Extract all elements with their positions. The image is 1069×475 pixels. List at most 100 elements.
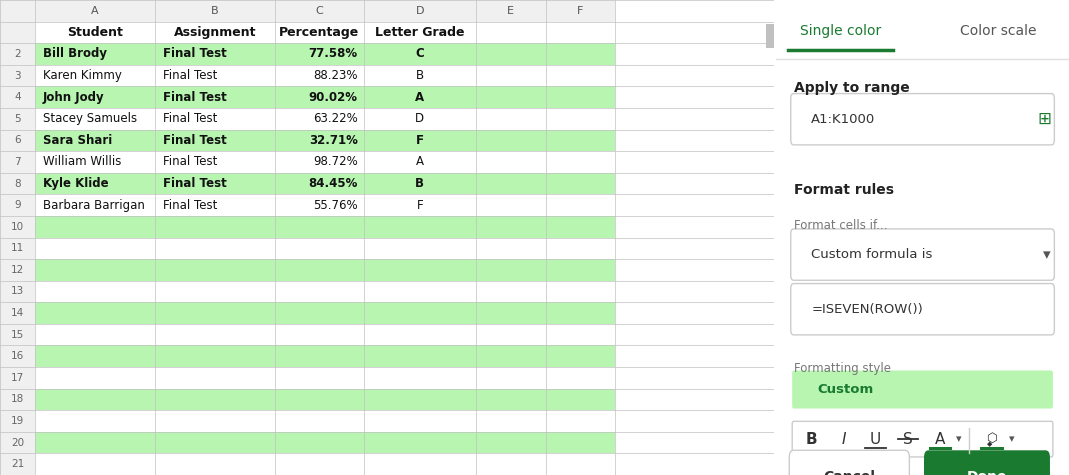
Bar [155, 281, 275, 302]
Bar [0, 281, 35, 302]
Bar [476, 324, 545, 345]
Bar [545, 86, 616, 108]
Text: 90.02%: 90.02% [309, 91, 357, 104]
Bar [275, 302, 363, 324]
Text: Final Test: Final Test [162, 177, 227, 190]
Text: 7: 7 [14, 157, 20, 167]
Text: 20: 20 [11, 437, 24, 447]
Text: 21: 21 [11, 459, 24, 469]
Text: F: F [416, 134, 424, 147]
Bar [275, 324, 363, 345]
Bar [155, 173, 275, 194]
Text: B: B [416, 177, 424, 190]
Text: B: B [416, 69, 424, 82]
Text: A: A [416, 155, 424, 169]
Bar [35, 21, 155, 43]
Bar [35, 130, 155, 151]
Bar [0, 0, 35, 21]
Text: D: D [416, 112, 424, 125]
Bar [35, 389, 155, 410]
Bar [0, 194, 35, 216]
Bar [0, 324, 35, 345]
Bar [35, 345, 155, 367]
Bar [35, 108, 155, 130]
Bar [476, 108, 545, 130]
Text: Format cells if...: Format cells if... [793, 219, 887, 232]
Bar [476, 194, 545, 216]
Bar [363, 21, 476, 43]
Bar [35, 281, 155, 302]
Text: 3: 3 [14, 71, 20, 81]
Bar [476, 367, 545, 389]
Bar [476, 65, 545, 86]
Text: 13: 13 [11, 286, 24, 296]
Bar [275, 454, 363, 475]
Bar [363, 151, 476, 173]
Bar [155, 324, 275, 345]
Text: 9: 9 [14, 200, 20, 210]
Bar [545, 151, 616, 173]
Bar [155, 108, 275, 130]
Text: A: A [935, 432, 945, 447]
Text: Apply to range: Apply to range [793, 81, 910, 95]
Bar [545, 21, 616, 43]
Bar [363, 454, 476, 475]
Bar [155, 410, 275, 432]
Bar [155, 432, 275, 454]
Text: A: A [416, 91, 424, 104]
Text: Stacey Samuels: Stacey Samuels [43, 112, 137, 125]
Bar [363, 281, 476, 302]
Text: Final Test: Final Test [162, 155, 217, 169]
Bar [545, 410, 616, 432]
Text: 15: 15 [11, 330, 24, 340]
Bar [155, 238, 275, 259]
Bar [155, 43, 275, 65]
Bar [545, 345, 616, 367]
Bar [35, 410, 155, 432]
Bar [155, 302, 275, 324]
Text: C: C [315, 6, 323, 16]
Text: Color scale: Color scale [960, 24, 1037, 38]
Bar [545, 302, 616, 324]
Text: 5: 5 [14, 114, 20, 124]
Bar [275, 367, 363, 389]
Text: C: C [416, 48, 424, 60]
Text: Done: Done [966, 470, 1007, 475]
Bar [476, 238, 545, 259]
Bar [275, 21, 363, 43]
Bar [0, 389, 35, 410]
Bar [545, 0, 616, 21]
Bar [766, 24, 774, 48]
Bar [0, 216, 35, 238]
Bar [35, 367, 155, 389]
Bar [363, 65, 476, 86]
Bar [545, 238, 616, 259]
Bar [0, 43, 35, 65]
Text: Barbara Barrigan: Barbara Barrigan [43, 199, 144, 212]
Bar [35, 86, 155, 108]
FancyBboxPatch shape [791, 94, 1054, 145]
Bar [363, 43, 476, 65]
Bar [275, 43, 363, 65]
Text: Final Test: Final Test [162, 69, 217, 82]
Bar [363, 194, 476, 216]
Bar [275, 345, 363, 367]
Bar [275, 432, 363, 454]
FancyBboxPatch shape [791, 229, 1054, 280]
Bar [35, 238, 155, 259]
Text: ▾: ▾ [957, 434, 962, 445]
Text: Karen Kimmy: Karen Kimmy [43, 69, 122, 82]
Text: Final Test: Final Test [162, 199, 217, 212]
Bar [0, 345, 35, 367]
Bar [275, 238, 363, 259]
Bar [0, 410, 35, 432]
Bar [0, 454, 35, 475]
Bar [476, 130, 545, 151]
Bar [275, 151, 363, 173]
Bar [476, 173, 545, 194]
Bar [35, 173, 155, 194]
Bar [155, 151, 275, 173]
Bar [363, 410, 476, 432]
Text: Format rules: Format rules [793, 183, 894, 197]
Text: 11: 11 [11, 243, 24, 253]
